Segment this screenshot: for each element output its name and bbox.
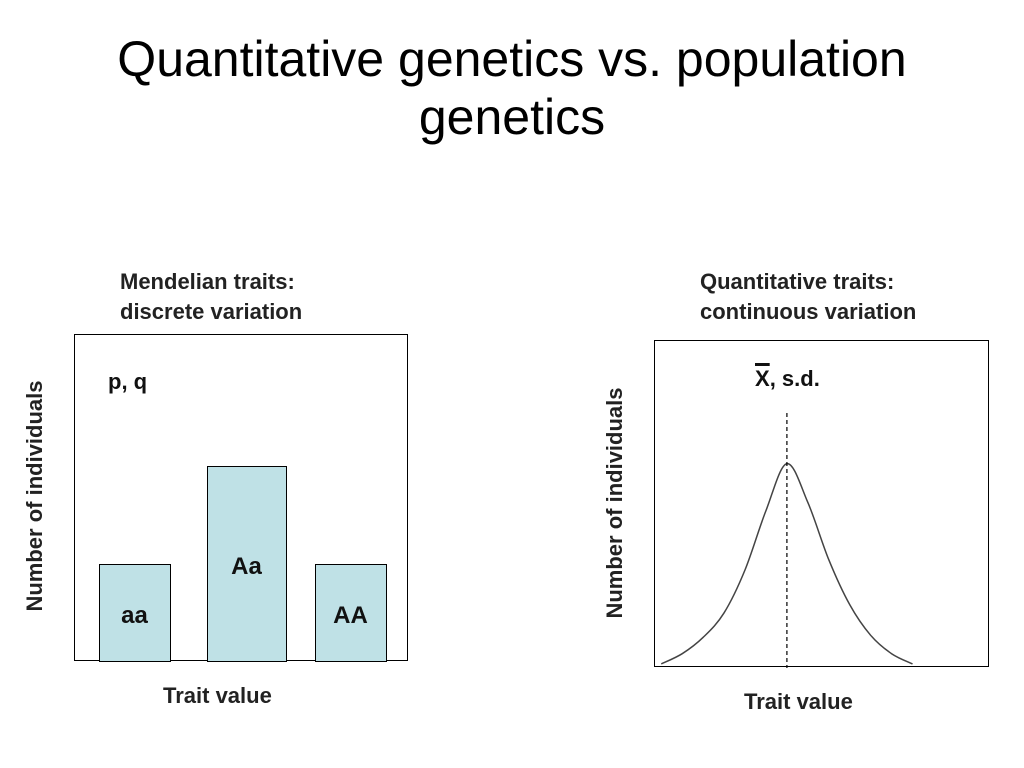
left-plot-area: p, q aa Aa AA	[74, 334, 408, 662]
right-y-axis-label: Number of individuals	[602, 387, 627, 619]
right-chart-title: Quantitative traits: continuous variatio…	[700, 267, 916, 327]
left-annotation-pq: p, q	[108, 369, 148, 394]
right-chart-title-line2: continuous variation	[700, 299, 917, 324]
bar-label: aa	[121, 601, 148, 629]
left-y-axis-label: Number of individuals	[22, 380, 47, 612]
slide-title: Quantitative genetics vs. population gen…	[0, 30, 1024, 146]
slide-title-line1: Quantitative genetics vs. population	[117, 31, 907, 87]
right-plot-area: X, s.d.	[654, 340, 989, 668]
left-chart-title-line1: Mendelian traits:	[120, 269, 295, 294]
bar-aa-0: aa	[98, 563, 171, 662]
sd-label: , s.d.	[769, 366, 820, 391]
right-chart-title-line1: Quantitative traits:	[700, 269, 895, 294]
normal-curve-svg	[660, 413, 913, 668]
bar-label: Aa	[231, 552, 262, 580]
left-chart-title-line2: discrete variation	[120, 299, 303, 324]
left-chart-title: Mendelian traits: discrete variation	[120, 267, 302, 327]
right-annotation: X, s.d.	[755, 366, 820, 392]
slide-title-line2: genetics	[418, 89, 606, 145]
left-x-axis-label: Trait value	[163, 683, 272, 708]
bar-aa-1: Aa	[206, 466, 287, 662]
right-x-axis-label: Trait value	[744, 689, 853, 714]
bar-aa-2: AA	[314, 563, 387, 662]
mean-x-bar-symbol: X	[755, 366, 770, 391]
bar-label: AA	[333, 601, 368, 629]
